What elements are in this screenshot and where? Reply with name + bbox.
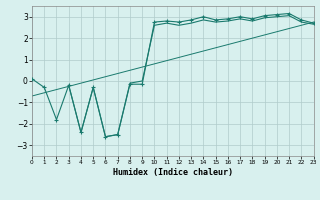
X-axis label: Humidex (Indice chaleur): Humidex (Indice chaleur) [113,168,233,177]
